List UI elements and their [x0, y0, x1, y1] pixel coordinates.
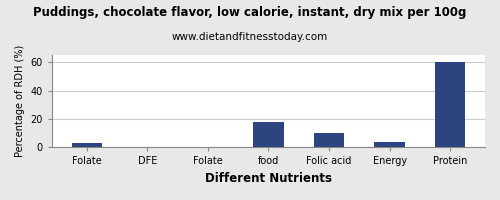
Bar: [435, 62, 466, 147]
Bar: [72, 143, 102, 147]
Bar: [314, 133, 344, 147]
Text: www.dietandfitnesstoday.com: www.dietandfitnesstoday.com: [172, 32, 328, 42]
Bar: [374, 142, 405, 147]
X-axis label: Different Nutrients: Different Nutrients: [205, 172, 332, 185]
Y-axis label: Percentage of RDH (%): Percentage of RDH (%): [15, 45, 25, 157]
Text: Puddings, chocolate flavor, low calorie, instant, dry mix per 100g: Puddings, chocolate flavor, low calorie,…: [34, 6, 467, 19]
Bar: [254, 122, 284, 147]
